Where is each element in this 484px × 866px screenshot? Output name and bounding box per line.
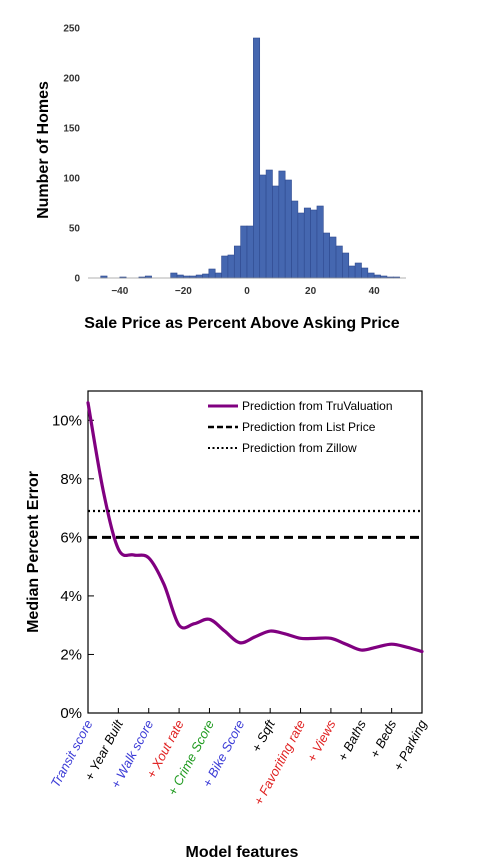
- histogram-y-tick-label: 150: [63, 124, 80, 135]
- histogram-x-tick-label: 0: [244, 286, 250, 297]
- line-x-ticks: Transit score+ Year Built+ Walk score+ X…: [48, 708, 430, 808]
- histogram-bar: [214, 272, 222, 279]
- histogram-bar: [303, 207, 311, 279]
- line-y-axis-title: Median Percent Error: [25, 471, 42, 633]
- line-x-category-label: + Beds: [367, 717, 400, 761]
- histogram-bar: [316, 205, 324, 279]
- histogram-y-tick-label: 0: [74, 274, 80, 285]
- histogram-bar: [170, 272, 178, 279]
- histogram-bar: [176, 274, 184, 279]
- histogram-chart: 0 50 100 150 200 250 −40 −20 0 20 40 Sale Price a…: [35, 24, 406, 332]
- histogram-bar: [361, 267, 369, 279]
- line-x-axis-title: Model features: [186, 844, 299, 861]
- histogram-bar: [265, 169, 273, 279]
- line-chart: 0% 2% 4% 6% 8% 10% Transit score+ Year Built+…: [25, 390, 430, 861]
- line-y-tick-label: 4%: [60, 588, 82, 605]
- histogram-bar: [208, 268, 216, 279]
- histogram-bar: [329, 236, 337, 279]
- histogram-bar: [227, 254, 235, 279]
- histogram-x-tick-label: 20: [305, 286, 317, 297]
- truvaluation-line: [86, 401, 424, 654]
- legend-label: Prediction from TruValuation: [242, 399, 393, 413]
- histogram-bar: [291, 200, 299, 279]
- histogram-bar: [373, 274, 381, 279]
- line-y-ticks: 0% 2% 4% 6% 8% 10%: [52, 412, 94, 722]
- histogram-bar: [221, 255, 229, 279]
- histogram-bar: [233, 245, 241, 279]
- histogram-y-tick-label: 50: [69, 224, 81, 235]
- histogram-bar: [272, 185, 280, 279]
- histogram-bar: [202, 273, 210, 279]
- histogram-bar: [323, 232, 330, 279]
- histogram-y-ticks: 0 50 100 150 200 250: [63, 24, 80, 285]
- histogram-bar: [278, 170, 286, 279]
- legend-label: Prediction from Zillow: [242, 441, 357, 455]
- histogram-bar: [259, 174, 267, 279]
- legend-label: Prediction from List Price: [242, 420, 376, 434]
- histogram-y-axis-title: Number of Homes: [35, 81, 52, 219]
- histogram-bar: [348, 265, 356, 279]
- line-y-tick-label: 8%: [60, 471, 82, 488]
- histogram-y-tick-label: 200: [63, 74, 80, 85]
- histogram-bar: [354, 262, 362, 279]
- histogram-bar: [195, 274, 203, 279]
- line-series-group: [86, 401, 424, 654]
- histogram-x-tick-label: −20: [175, 286, 192, 297]
- histogram-x-ticks: −40 −20 0 20 40: [111, 286, 380, 297]
- histogram-bar: [367, 272, 375, 279]
- line-y-tick-label: 10%: [52, 412, 82, 429]
- histogram-bar: [284, 179, 292, 279]
- histogram-bar: [246, 225, 254, 279]
- line-x-category-label: + Baths: [335, 717, 369, 764]
- legend: Prediction from TruValuation Prediction f…: [208, 399, 393, 455]
- histogram-x-tick-label: −40: [111, 286, 128, 297]
- line-y-tick-label: 6%: [60, 529, 82, 546]
- histogram-bar: [297, 212, 305, 279]
- histogram-bar: [310, 209, 318, 279]
- line-y-tick-label: 0%: [60, 705, 82, 722]
- line-x-category-label: + Sqft: [248, 716, 278, 755]
- line-plot-frame: [87, 390, 423, 714]
- histogram-x-tick-label: 40: [369, 286, 381, 297]
- histogram-bar: [342, 252, 350, 279]
- histogram-x-axis-title: Sale Price as Percent Above Asking Price: [84, 315, 400, 332]
- histogram-bar: [335, 245, 343, 279]
- line-x-category-label: + Views: [304, 717, 339, 765]
- histogram-y-tick-label: 100: [63, 174, 80, 185]
- line-y-tick-label: 2%: [60, 646, 82, 663]
- histogram-bar: [253, 37, 261, 279]
- histogram-bars: [100, 37, 400, 279]
- histogram-bar: [240, 225, 248, 279]
- histogram-y-tick-label: 250: [63, 24, 80, 35]
